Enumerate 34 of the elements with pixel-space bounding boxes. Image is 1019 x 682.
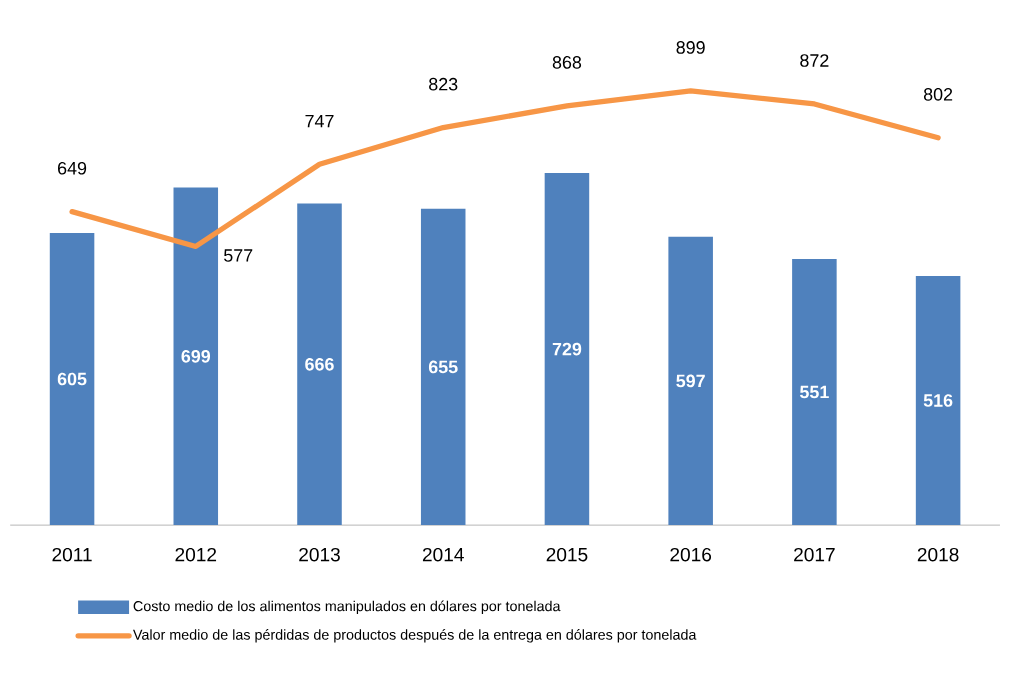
legend-label: Valor medio de las pérdidas de productos después de la entrega en dólares por tonelada (133, 629, 697, 643)
data-label: 747 (305, 114, 334, 128)
bar (297, 203, 342, 526)
data-label: 868 (552, 56, 582, 69)
data-label: 823 (429, 77, 458, 91)
x-tick-label: 2014 (422, 547, 464, 562)
data-label: 655 (428, 360, 458, 374)
x-tick-label: 2013 (299, 547, 340, 562)
bar (915, 275, 961, 526)
data-label: 802 (923, 87, 953, 101)
data-label: 597 (676, 374, 705, 388)
x-tick-label: 2016 (670, 547, 712, 562)
legend-label: Costo medio de los alimentos manipulados en dólares por tonelada (133, 600, 561, 615)
x-tick-label: 2015 (546, 547, 588, 562)
data-label: 666 (305, 357, 334, 371)
x-tick-label: 2012 (175, 547, 217, 562)
data-label: 577 (224, 249, 253, 262)
x-tick-label: 2011 (52, 547, 92, 562)
data-label: 551 (800, 385, 829, 399)
x-tick-label: 2018 (917, 547, 959, 562)
data-label: 699 (181, 349, 211, 363)
data-label: 899 (676, 41, 705, 54)
data-label: 605 (57, 372, 87, 386)
bar (49, 232, 95, 526)
bar (668, 236, 713, 526)
data-label: 729 (552, 342, 582, 356)
data-label: 872 (800, 54, 829, 67)
bar (544, 172, 590, 526)
bar (420, 208, 466, 526)
x-tick-label: 2017 (794, 547, 835, 562)
data-label: 516 (923, 394, 953, 407)
bar (792, 258, 837, 526)
data-label: 649 (58, 161, 87, 175)
bar (173, 187, 219, 526)
